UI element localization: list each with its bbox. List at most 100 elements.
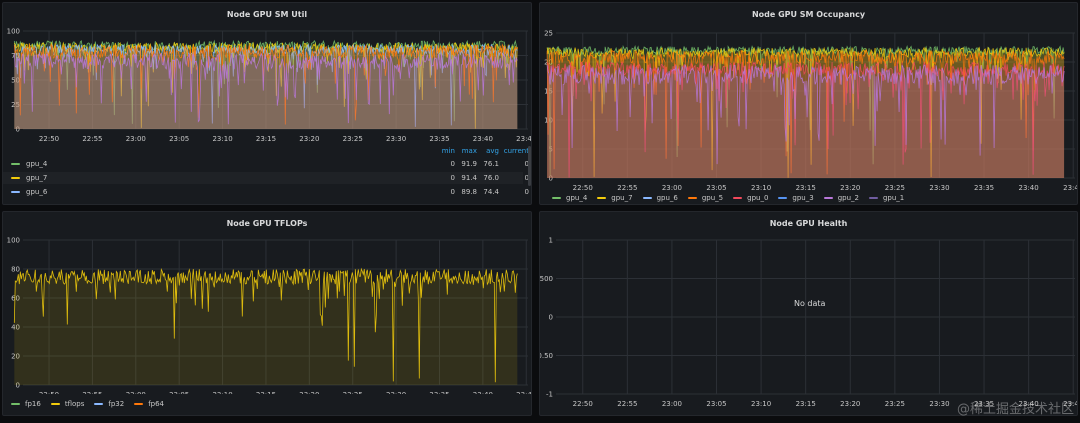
chart-sm-occupancy[interactable]: 0 5 10 15 20 25 22:50 22:55 23:00 23:05 23:10 23:15…	[540, 3, 1078, 195]
panel-tflops: Node GPU TFLOPs 0 20 40 60 80 100 22:50 22:55 23…	[2, 211, 532, 416]
legend-swatch	[823, 197, 833, 199]
x-tick-label: 22:50	[39, 135, 59, 143]
x-tick-label: 22:50	[573, 184, 593, 192]
y-tick-label: 0	[549, 314, 553, 322]
chart-svg: -1 -0.50 0 0.500 1 22:50 22:55 23:00 23:05 23:10 2…	[540, 237, 1078, 409]
series-line-gpu_5	[546, 49, 1065, 175]
legend-item-gpu_6[interactable]: gpu_6	[11, 186, 47, 198]
legend-avg-value: 76.1	[483, 160, 499, 168]
legend-item-gpu_3[interactable]: gpu_3	[778, 194, 814, 202]
legend-item-tflops[interactable]: tflops	[50, 400, 85, 408]
x-tick-label: 23:45	[1063, 400, 1078, 408]
legend-item-gpu_6[interactable]: gpu_6	[642, 194, 678, 202]
y-tick-label: 5	[549, 146, 553, 154]
legend-swatch	[778, 197, 788, 199]
legend-item-gpu_4[interactable]: gpu_4	[11, 158, 47, 170]
legend-swatch	[597, 197, 607, 199]
legend-current-value: 0	[524, 188, 529, 196]
legend-item-fp16[interactable]: fp16	[11, 400, 41, 408]
x-tick-label: 23:20	[299, 135, 319, 143]
series-area-gpu_1	[14, 53, 518, 129]
x-tick-label: 23:00	[126, 135, 146, 143]
legend: fp16 tflops fp32 fp64	[11, 400, 164, 408]
x-tick-label: 23:35	[429, 391, 449, 394]
legend-header-min[interactable]: min	[441, 147, 455, 155]
legend-header: min max avg current	[433, 147, 529, 155]
legend-swatch	[11, 163, 20, 165]
legend-label: gpu_1	[882, 194, 905, 202]
y-tick-label: 25	[544, 30, 553, 38]
legend: gpu_4 gpu_7 gpu_6 gpu_5 gpu_0 gpu_3 gpu_2 gpu_1	[552, 194, 904, 202]
legend-header-avg[interactable]: avg	[486, 147, 499, 155]
x-tick-label: 23:10	[212, 391, 232, 394]
x-tick-label: 23:10	[212, 135, 232, 143]
legend-item-gpu_0[interactable]: gpu_0	[733, 194, 768, 202]
y-tick-label: 0.500	[540, 275, 553, 283]
legend-item-gpu_4[interactable]: gpu_4	[552, 194, 587, 202]
legend-item-gpu_2[interactable]: gpu_2	[823, 194, 859, 202]
x-tick-label: 22:55	[82, 135, 102, 143]
legend-swatch	[94, 403, 104, 405]
legend-swatch	[134, 403, 144, 405]
chart-svg: 0 20 40 60 80 100 22:50 22:55 23:00 23:05 23:10 23:…	[7, 237, 531, 395]
legend-label: tflops	[64, 400, 85, 408]
y-tick-label: 100	[7, 237, 20, 245]
y-tick-label: 0	[16, 126, 20, 134]
legend-stats: 0 89.8 74.4 0	[433, 188, 529, 196]
series-line-gpu_2	[546, 63, 1065, 165]
series-area-gpu_7	[14, 42, 518, 129]
panel-title[interactable]: Node GPU Health	[769, 219, 848, 228]
x-tick-label: 23:05	[169, 135, 189, 143]
legend-header-current[interactable]: current	[503, 147, 529, 155]
legend-item-fp32[interactable]: fp32	[94, 400, 124, 408]
panel-title[interactable]: Node GPU TFLOPs	[226, 219, 308, 228]
y-tick-label: 75	[11, 52, 20, 60]
x-tick-label: 23:00	[662, 184, 682, 192]
panel-title[interactable]: Node GPU SM Occupancy	[751, 10, 866, 19]
legend-current-value: 0	[524, 174, 529, 182]
legend-item-gpu_7[interactable]: gpu_7	[597, 194, 633, 202]
x-tick-label: 23:35	[974, 400, 994, 408]
x-tick-label: 23:35	[429, 135, 449, 143]
panel-title[interactable]: Node GPU SM Util	[226, 10, 308, 19]
y-tick-label: 100	[7, 28, 20, 36]
chart-tflops[interactable]: 0 20 40 60 80 100 22:50 22:55 23:00 23:05 23:10 23:…	[3, 212, 531, 395]
chart-svg: 0 25 50 75 100 22:50 22:55 23:00 23:05 23:10 23:15…	[7, 28, 532, 144]
y-tick-label: 20	[544, 59, 553, 67]
legend-max-value: 89.8	[461, 188, 477, 196]
y-tick-label: 1	[549, 237, 553, 245]
series-area-tflops	[14, 269, 518, 385]
x-tick-label: 23:00	[126, 391, 146, 394]
y-tick-label: 25	[11, 101, 20, 109]
series-area-gpu_4	[14, 40, 518, 129]
x-tick-label: 23:15	[256, 135, 276, 143]
legend-scrollbar[interactable]	[528, 146, 531, 186]
y-tick-label: -1	[546, 391, 553, 399]
legend-label: gpu_2	[837, 194, 859, 202]
x-tick-label: 22:55	[82, 391, 102, 394]
x-tick-label: 23:20	[299, 391, 319, 394]
legend-swatch	[552, 197, 561, 199]
x-tick-label: 23:45	[1063, 184, 1078, 192]
watermark: @稀土掘金技术社区	[956, 402, 1074, 417]
x-tick-label: 23:40	[473, 391, 493, 394]
legend-label: fp32	[108, 400, 125, 408]
x-tick-label: 23:25	[343, 135, 363, 143]
legend-item-gpu_7[interactable]: gpu_7	[3, 172, 523, 184]
legend-item-fp64[interactable]: fp64	[134, 400, 164, 408]
panel-sm-occupancy: Node GPU SM Occupancy 0 5 10 15 20 25 22:50 22:…	[539, 2, 1078, 205]
legend-label: gpu_4	[26, 160, 48, 168]
x-tick-label: 22:55	[617, 184, 637, 192]
x-tick-label: 23:30	[929, 184, 949, 192]
series-line-tflops	[13, 267, 518, 383]
legend-header-max[interactable]: max	[461, 147, 477, 155]
chart-gpu-health[interactable]: -1 -0.50 0 0.500 1 22:50 22:55 23:00 23:05 23:10 2…	[540, 212, 1078, 415]
legend-item-gpu_1[interactable]: gpu_1	[868, 194, 905, 202]
x-tick-label: 23:30	[929, 400, 949, 408]
legend-stats: 0 91.9 76.1 0	[433, 160, 529, 168]
x-tick-label: 23:45	[516, 135, 532, 143]
chart-sm-util[interactable]: 0 25 50 75 100 22:50 22:55 23:00 23:05 23:10 23:15…	[3, 3, 532, 148]
legend-item-gpu_5[interactable]: gpu_5	[687, 194, 723, 202]
legend-max-value: 91.9	[461, 160, 477, 168]
y-tick-label: 80	[11, 266, 20, 274]
